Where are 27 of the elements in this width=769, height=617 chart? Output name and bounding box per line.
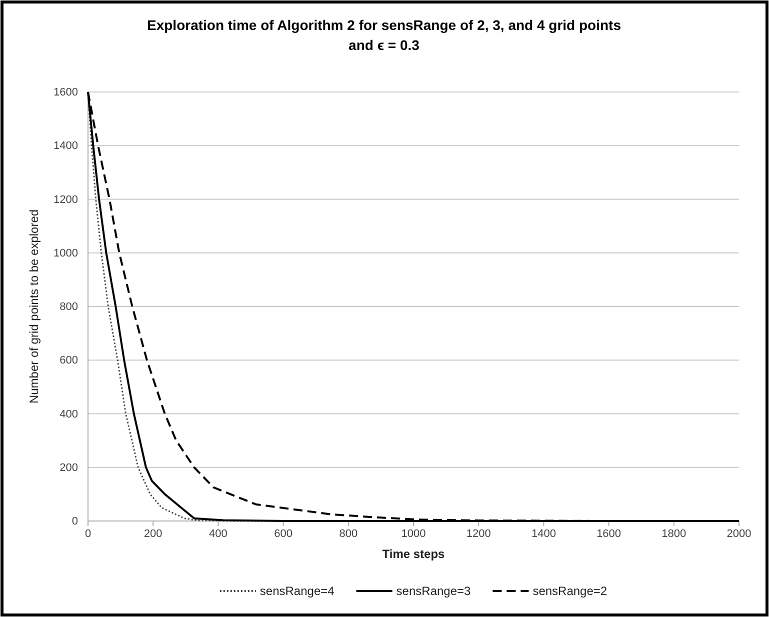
x-axis-title: Time steps (382, 547, 446, 561)
y-tick-label: 0 (72, 516, 78, 528)
legend-label: sensRange=2 (532, 584, 608, 598)
y-tick-label: 1200 (54, 194, 78, 206)
y-axis-title: Number of grid points to be explored (27, 209, 41, 404)
y-tick-label: 1000 (54, 247, 78, 260)
y-tick-label: 1400 (54, 140, 78, 152)
x-tick-label: 400 (209, 528, 228, 540)
y-tick-label: 400 (60, 408, 78, 420)
x-tick-label: 1400 (531, 528, 556, 540)
legend-label: sensRange=3 (396, 584, 472, 598)
legend-label: sensRange=4 (260, 584, 335, 598)
y-tick-label: 200 (60, 462, 78, 474)
chart-title: Exploration time of Algorithm 2 for sensRange of 2, 3, and 4 grid points and ϵ = 0.3 (147, 17, 622, 53)
x-tick-label: 1200 (466, 528, 491, 540)
x-tick-label: 200 (144, 528, 162, 540)
y-tick-label: 600 (60, 354, 78, 367)
x-tick-label: 0 (84, 528, 92, 540)
x-tick-label: 1600 (596, 528, 622, 540)
line-series (87, 91, 740, 522)
x-tick-label: 800 (339, 528, 358, 540)
x-tick-label: 2000 (726, 528, 752, 540)
y-tick-label: 800 (60, 301, 78, 314)
x-tick-label: 600 (274, 528, 292, 540)
x-tick-label: 1800 (662, 528, 686, 540)
y-tick-label: 1600 (54, 86, 78, 99)
x-tick-label: 1000 (401, 528, 426, 540)
